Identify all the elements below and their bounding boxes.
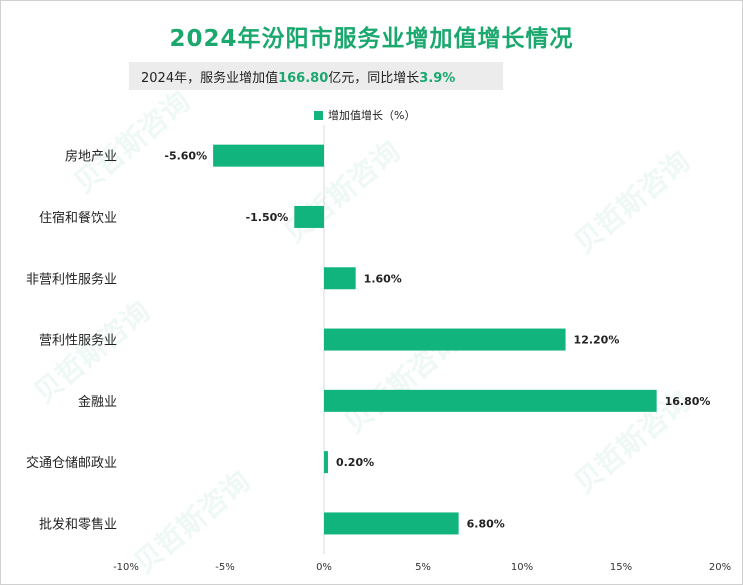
data-label: 12.20%: [574, 334, 620, 347]
data-label: 0.20%: [336, 456, 374, 469]
bar: [324, 389, 657, 412]
legend-label: 增加值增长（%）: [328, 109, 416, 122]
bar: [324, 451, 328, 474]
x-tick-label: 0%: [316, 562, 332, 573]
subtitle-prefix: 2024年，服务业增加值: [141, 71, 279, 86]
data-label: 6.80%: [467, 517, 505, 530]
x-tick-label: 10%: [511, 562, 533, 573]
chart-title: 2024年汾阳市服务业增加值增长情况: [169, 26, 574, 52]
subtitle-growth: 3.9%: [419, 71, 456, 86]
subtitle-box: 2024年，服务业增加值166.80亿元，同比增长3.9%: [129, 62, 503, 90]
chart-subtitle: 2024年，服务业增加值166.80亿元，同比增长3.9%: [141, 67, 455, 86]
category-label: 批发和零售业: [39, 516, 117, 532]
legend-swatch: [314, 110, 323, 120]
bar: [213, 144, 324, 167]
subtitle-middle: 亿元，同比增长: [328, 71, 420, 86]
category-label: 营利性服务业: [39, 333, 117, 349]
subtitle-value: 166.80: [278, 71, 329, 86]
bar: [324, 267, 356, 290]
category-label: 非营利性服务业: [26, 271, 117, 287]
x-tick-label: 15%: [610, 562, 632, 573]
x-tick-label: -5%: [215, 562, 234, 573]
category-label: 交通仓储邮政业: [26, 455, 117, 471]
bar: [324, 512, 459, 535]
category-label: 房地产业: [65, 149, 117, 165]
category-label: 住宿和餐饮业: [39, 210, 117, 226]
data-label: -1.50%: [246, 211, 289, 224]
bar: [294, 205, 324, 228]
category-label: 金融业: [78, 394, 117, 410]
chart-legend: 增加值增长（%）: [314, 107, 415, 123]
bar: [324, 328, 566, 351]
x-tick-label: 20%: [709, 562, 731, 573]
data-label: -5.60%: [164, 150, 207, 163]
data-label: 16.80%: [665, 395, 711, 408]
x-tick-label: -10%: [113, 562, 139, 573]
data-label: 1.60%: [364, 272, 402, 285]
x-tick-label: 5%: [415, 562, 431, 573]
